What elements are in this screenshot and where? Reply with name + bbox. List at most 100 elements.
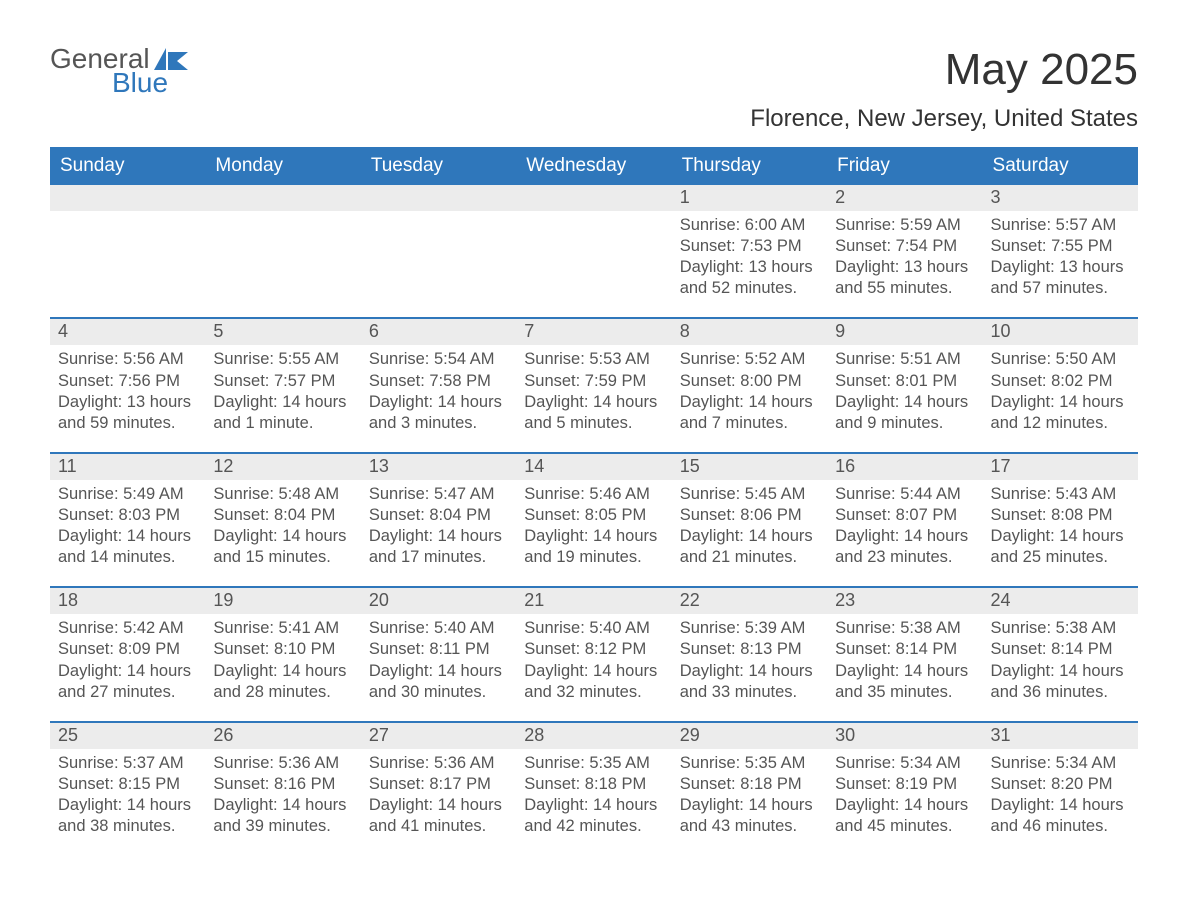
day-cell: 22Sunrise: 5:39 AMSunset: 8:13 PMDayligh…: [672, 588, 827, 720]
sunrise-text: Sunrise: 5:44 AM: [835, 484, 974, 505]
date-number: 13: [361, 454, 516, 480]
sunrise-text: Sunrise: 5:39 AM: [680, 618, 819, 639]
date-number: 18: [50, 588, 205, 614]
day-cell: 11Sunrise: 5:49 AMSunset: 8:03 PMDayligh…: [50, 454, 205, 586]
date-number: .: [516, 185, 671, 211]
sunset-text: Sunset: 8:11 PM: [369, 639, 508, 660]
day-cell: 6Sunrise: 5:54 AMSunset: 7:58 PMDaylight…: [361, 319, 516, 451]
daylight-text: Daylight: 13 hours and 52 minutes.: [680, 257, 819, 299]
sunrise-text: Sunrise: 5:48 AM: [213, 484, 352, 505]
weekday-saturday: Saturday: [983, 149, 1138, 185]
sunset-text: Sunset: 8:03 PM: [58, 505, 197, 526]
logo: General Blue: [50, 45, 188, 97]
daylight-text: Daylight: 14 hours and 3 minutes.: [369, 392, 508, 434]
daylight-text: Daylight: 14 hours and 33 minutes.: [680, 661, 819, 703]
daylight-text: Daylight: 14 hours and 38 minutes.: [58, 795, 197, 837]
sun-info: Sunrise: 5:47 AMSunset: 8:04 PMDaylight:…: [361, 484, 516, 568]
sun-info: Sunrise: 5:36 AMSunset: 8:16 PMDaylight:…: [205, 753, 360, 837]
daylight-text: Daylight: 14 hours and 30 minutes.: [369, 661, 508, 703]
weekday-wednesday: Wednesday: [516, 149, 671, 185]
sunrise-text: Sunrise: 5:53 AM: [524, 349, 663, 370]
sunset-text: Sunset: 8:14 PM: [991, 639, 1130, 660]
daylight-text: Daylight: 14 hours and 5 minutes.: [524, 392, 663, 434]
sun-info: Sunrise: 5:59 AMSunset: 7:54 PMDaylight:…: [827, 215, 982, 299]
sunrise-text: Sunrise: 5:41 AM: [213, 618, 352, 639]
sun-info: Sunrise: 5:38 AMSunset: 8:14 PMDaylight:…: [827, 618, 982, 702]
date-number: 16: [827, 454, 982, 480]
sunset-text: Sunset: 8:19 PM: [835, 774, 974, 795]
sunset-text: Sunset: 8:00 PM: [680, 371, 819, 392]
date-number: 6: [361, 319, 516, 345]
sunrise-text: Sunrise: 5:37 AM: [58, 753, 197, 774]
sunrise-text: Sunrise: 5:52 AM: [680, 349, 819, 370]
daylight-text: Daylight: 14 hours and 32 minutes.: [524, 661, 663, 703]
date-number: 4: [50, 319, 205, 345]
sunrise-text: Sunrise: 5:49 AM: [58, 484, 197, 505]
day-cell: 19Sunrise: 5:41 AMSunset: 8:10 PMDayligh…: [205, 588, 360, 720]
sunrise-text: Sunrise: 5:50 AM: [991, 349, 1130, 370]
daylight-text: Daylight: 13 hours and 55 minutes.: [835, 257, 974, 299]
sun-info: Sunrise: 5:35 AMSunset: 8:18 PMDaylight:…: [516, 753, 671, 837]
sunrise-text: Sunrise: 5:34 AM: [835, 753, 974, 774]
daylight-text: Daylight: 14 hours and 42 minutes.: [524, 795, 663, 837]
daylight-text: Daylight: 14 hours and 36 minutes.: [991, 661, 1130, 703]
day-cell: 23Sunrise: 5:38 AMSunset: 8:14 PMDayligh…: [827, 588, 982, 720]
date-number: 28: [516, 723, 671, 749]
sun-info: Sunrise: 5:41 AMSunset: 8:10 PMDaylight:…: [205, 618, 360, 702]
date-number: 8: [672, 319, 827, 345]
date-number: 5: [205, 319, 360, 345]
daylight-text: Daylight: 13 hours and 59 minutes.: [58, 392, 197, 434]
daylight-text: Daylight: 14 hours and 17 minutes.: [369, 526, 508, 568]
sunset-text: Sunset: 8:04 PM: [369, 505, 508, 526]
day-cell: .: [361, 185, 516, 317]
daylight-text: Daylight: 14 hours and 27 minutes.: [58, 661, 197, 703]
sunset-text: Sunset: 8:18 PM: [680, 774, 819, 795]
sunset-text: Sunset: 8:09 PM: [58, 639, 197, 660]
sunset-text: Sunset: 8:14 PM: [835, 639, 974, 660]
day-cell: 14 Sunrise: 5:46 AMSunset: 8:05 PMDayligh…: [516, 454, 671, 586]
weekday-monday: Monday: [205, 149, 360, 185]
date-number: .: [361, 185, 516, 211]
weekday-sunday: Sunday: [50, 149, 205, 185]
sun-info: Sunrise: 5:52 AMSunset: 8:00 PMDaylight:…: [672, 349, 827, 433]
sunrise-text: Sunrise: 5:45 AM: [680, 484, 819, 505]
sunset-text: Sunset: 8:07 PM: [835, 505, 974, 526]
date-number: 12: [205, 454, 360, 480]
sunset-text: Sunset: 7:57 PM: [213, 371, 352, 392]
daylight-text: Daylight: 14 hours and 28 minutes.: [213, 661, 352, 703]
day-cell: 30Sunrise: 5:34 AMSunset: 8:19 PMDayligh…: [827, 723, 982, 855]
day-cell: .: [50, 185, 205, 317]
day-cell: 21 Sunrise: 5:40 AMSunset: 8:12 PMDayligh…: [516, 588, 671, 720]
daylight-text: Daylight: 14 hours and 1 minute.: [213, 392, 352, 434]
week-row: 18Sunrise: 5:42 AMSunset: 8:09 PMDayligh…: [50, 588, 1138, 722]
date-number: 20: [361, 588, 516, 614]
sunset-text: Sunset: 8:18 PM: [524, 774, 663, 795]
daylight-text: Daylight: 14 hours and 12 minutes.: [991, 392, 1130, 434]
sunset-text: Sunset: 8:05 PM: [524, 505, 663, 526]
sun-info: Sunrise: 5:40 AMSunset: 8:12 PMDaylight:…: [516, 618, 671, 702]
sun-info: Sunrise: 5:46 AMSunset: 8:05 PMDaylight:…: [516, 484, 671, 568]
sun-info: Sunrise: 5:34 AMSunset: 8:19 PMDaylight:…: [827, 753, 982, 837]
week-row: 4Sunrise: 5:56 AMSunset: 7:56 PMDaylight…: [50, 319, 1138, 453]
sunrise-text: Sunrise: 5:38 AM: [991, 618, 1130, 639]
daylight-text: Daylight: 14 hours and 39 minutes.: [213, 795, 352, 837]
date-number: 27: [361, 723, 516, 749]
sunset-text: Sunset: 8:17 PM: [369, 774, 508, 795]
sun-info: Sunrise: 5:34 AMSunset: 8:20 PMDaylight:…: [983, 753, 1138, 837]
daylight-text: Daylight: 14 hours and 41 minutes.: [369, 795, 508, 837]
sunrise-text: Sunrise: 5:54 AM: [369, 349, 508, 370]
date-number: 21: [516, 588, 671, 614]
day-cell: 28 Sunrise: 5:35 AMSunset: 8:18 PMDayligh…: [516, 723, 671, 855]
day-cell: 8 Sunrise: 5:52 AMSunset: 8:00 PMDaylight…: [672, 319, 827, 451]
sun-info: Sunrise: 5:35 AMSunset: 8:18 PMDaylight:…: [672, 753, 827, 837]
day-cell: 31Sunrise: 5:34 AMSunset: 8:20 PMDayligh…: [983, 723, 1138, 855]
date-number: 17: [983, 454, 1138, 480]
weekday-thursday: Thursday: [672, 149, 827, 185]
sun-info: Sunrise: 5:40 AMSunset: 8:11 PMDaylight:…: [361, 618, 516, 702]
sunset-text: Sunset: 7:55 PM: [991, 236, 1130, 257]
date-number: 14: [516, 454, 671, 480]
sunrise-text: Sunrise: 5:35 AM: [680, 753, 819, 774]
date-number: 11: [50, 454, 205, 480]
day-cell: 5Sunrise: 5:55 AMSunset: 7:57 PMDaylight…: [205, 319, 360, 451]
daylight-text: Daylight: 14 hours and 25 minutes.: [991, 526, 1130, 568]
